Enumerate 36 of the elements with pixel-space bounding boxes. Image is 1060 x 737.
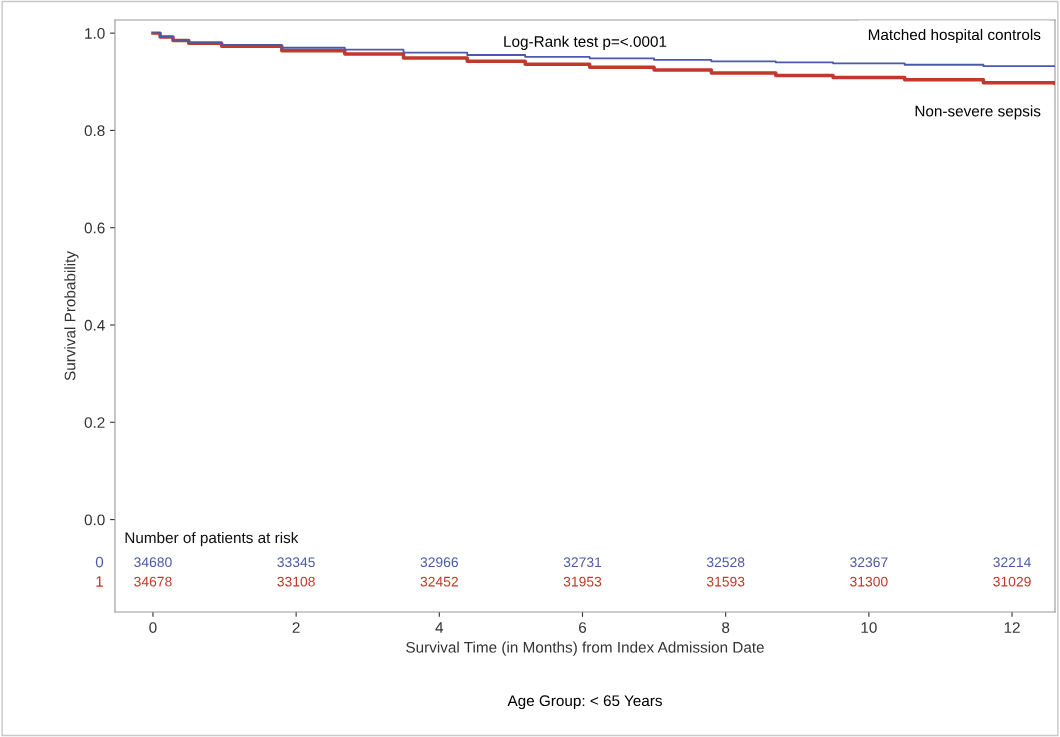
annotation: 31029 (993, 576, 1031, 587)
y-tick-label: 0.0 (84, 514, 105, 526)
annotation: 33345 (277, 557, 315, 568)
x-tick-label: 4 (435, 622, 444, 633)
x-tick-label: 6 (579, 622, 587, 633)
annotation: Log-Rank test p=<.0001 (504, 35, 667, 50)
annotation: 32731 (563, 557, 602, 568)
y-tick-label: 0.6 (84, 222, 105, 234)
y-tick-label: 0.4 (84, 319, 105, 331)
annotation: 32214 (993, 557, 1031, 568)
x-tick-label: 2 (292, 622, 300, 633)
y-tick-label: 1.0 (85, 28, 105, 39)
annotation: 31593 (706, 576, 745, 587)
annotation: 32367 (850, 557, 888, 568)
y-tick-label: 0.2 (84, 417, 105, 428)
text: Age Group: < 65 Years (507, 695, 662, 710)
x-axis-title: Survival Time (in Months) from Index Admission Date (406, 641, 764, 656)
annotation: 32452 (420, 576, 458, 587)
series-label: Non-severe sepsis (915, 105, 1041, 120)
annotation: Number of patients at risk (125, 531, 299, 547)
y-axis-title: Survival Probability (64, 251, 79, 381)
annotation: 31953 (563, 576, 602, 587)
text: 0 (95, 556, 104, 568)
text: 1 (96, 576, 103, 587)
annotation: 31300 (850, 576, 888, 587)
series-label: Matched hospital controls (868, 28, 1041, 44)
annotation: 34680 (134, 557, 172, 568)
x-tick-label: 10 (861, 622, 877, 633)
x-tick-label: 0 (149, 622, 157, 633)
x-tick-label: 12 (1004, 622, 1020, 633)
annotation: 34678 (134, 576, 172, 587)
annotation: 32966 (420, 557, 459, 568)
y-tick-label: 0.8 (84, 125, 105, 137)
annotation: 33108 (277, 576, 315, 587)
annotation: 32528 (706, 557, 745, 568)
x-tick-label: 8 (722, 622, 730, 633)
